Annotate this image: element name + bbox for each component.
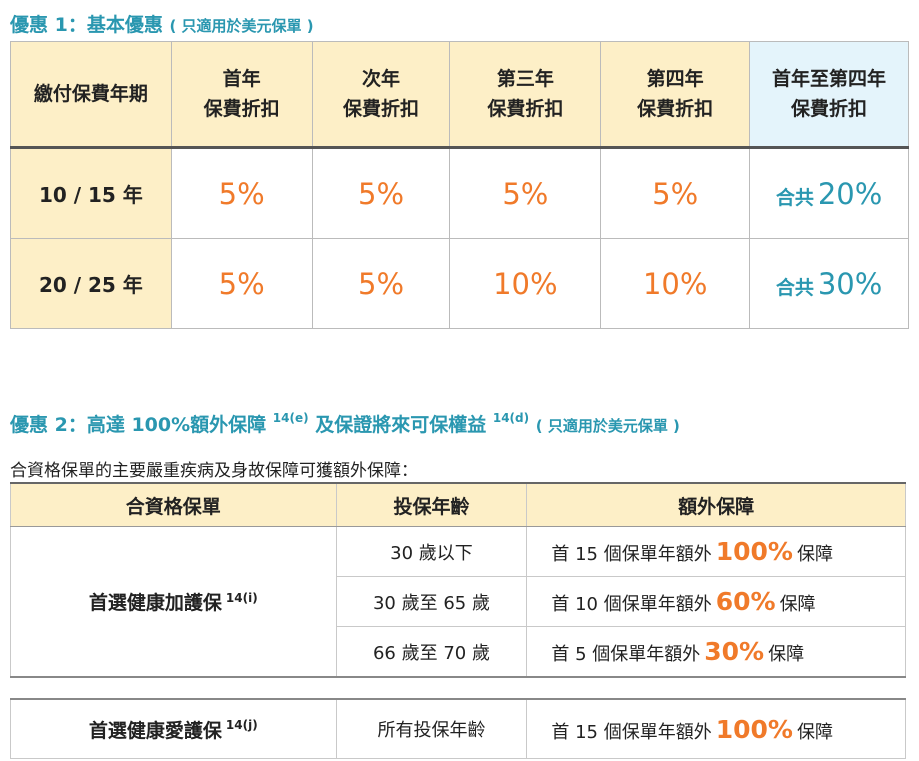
benefit-cell: 首 10 個保單年額外 60% 保障 bbox=[526, 576, 906, 627]
header-term: 繳付保費年期 bbox=[10, 41, 172, 148]
footnote-ref: 14(e) bbox=[272, 410, 309, 425]
offer1-label: 優惠 1：基本優惠 bbox=[10, 14, 163, 36]
header-year3: 第三年 保費折扣 bbox=[449, 41, 602, 148]
header-benefit: 額外保障 bbox=[526, 482, 906, 527]
offer2-heading: 優惠 2：高達 100%額外保障 14(e) 及保證將來可保權益 14(d) (… bbox=[10, 410, 680, 437]
discount-cell: 5% bbox=[311, 147, 451, 239]
term-cell: 20 / 25 年 bbox=[10, 238, 172, 329]
age-cell: 30 歲至 65 歲 bbox=[335, 576, 528, 627]
discount-cell: 10% bbox=[449, 238, 602, 329]
header-year4: 第四年 保費折扣 bbox=[600, 41, 751, 148]
benefit-cell: 首 5 個保單年額外 30% 保障 bbox=[526, 626, 906, 678]
header-year2: 次年 保費折扣 bbox=[311, 41, 451, 148]
header-age: 投保年齡 bbox=[335, 482, 528, 527]
discount-cell: 5% bbox=[449, 147, 602, 239]
header-plan: 合資格保單 bbox=[10, 482, 337, 527]
age-cell: 30 歲以下 bbox=[335, 526, 528, 577]
plan-name: 首選健康愛護保 14(j) bbox=[10, 698, 337, 759]
total-cell: 合共 30% bbox=[749, 238, 909, 329]
offer2-label-a: 優惠 2：高達 100%額外保障 bbox=[10, 414, 267, 436]
extra-coverage-table: 合資格保單 投保年齡 額外保障 首選健康加護保 14(i) 30 歲以下 首 15… bbox=[10, 482, 906, 759]
basic-discount-table: 繳付保費年期 首年 保費折扣 次年 保費折扣 第三年 保費折扣 第四年 保費折扣 首年至… bbox=[10, 41, 909, 329]
table-row: 首選健康愛護保 14(j) 所有投保年齡 首 15 個保單年額外 100% 保障 bbox=[10, 698, 906, 759]
offer1-heading: 優惠 1：基本優惠 ( 只適用於美元保單 ) bbox=[10, 10, 314, 37]
discount-cell: 5% bbox=[600, 147, 751, 239]
offer2-note: ( 只適用於美元保單 ) bbox=[535, 417, 680, 435]
discount-cell: 5% bbox=[170, 238, 313, 329]
table-row: 66 歲至 70 歲 首 5 個保單年額外 30% 保障 bbox=[11, 626, 906, 678]
total-cell: 合共 20% bbox=[749, 147, 909, 239]
benefit-cell: 首 15 個保單年額外 100% 保障 bbox=[526, 698, 906, 759]
header-total: 首年至第四年 保費折扣 bbox=[749, 41, 909, 148]
table-row: 首選健康加護保 14(i) 30 歲以下 首 15 個保單年額外 100% 保障 bbox=[10, 526, 906, 678]
table-spacer bbox=[10, 676, 906, 700]
age-cell: 所有投保年齡 bbox=[335, 698, 528, 759]
discount-cell: 5% bbox=[170, 147, 313, 239]
table-header-row: 合資格保單 投保年齡 額外保障 bbox=[10, 482, 906, 527]
header-year1: 首年 保費折扣 bbox=[170, 41, 313, 148]
table-header-row: 繳付保費年期 首年 保費折扣 次年 保費折扣 第三年 保費折扣 第四年 保費折扣 首年至… bbox=[10, 41, 909, 148]
age-cell: 66 歲至 70 歲 bbox=[335, 626, 528, 678]
table-row: 10 / 15 年 5% 5% 5% 5% 合共 20% bbox=[10, 147, 909, 239]
discount-cell: 5% bbox=[311, 238, 451, 329]
term-cell: 10 / 15 年 bbox=[10, 147, 172, 239]
footnote-ref: 14(d) bbox=[492, 410, 530, 425]
table-row: 30 歲至 65 歲 首 10 個保單年額外 60% 保障 bbox=[11, 576, 906, 627]
plan-name: 首選健康加護保 14(i) bbox=[10, 526, 337, 678]
offer2-intro: 合資格保單的主要嚴重疾病及身故保障可獲額外保障： bbox=[10, 461, 418, 481]
table-row: 20 / 25 年 5% 5% 10% 10% 合共 30% bbox=[10, 238, 909, 329]
offer2-label-b: 及保證將來可保權益 bbox=[315, 414, 487, 436]
offer1-note: ( 只適用於美元保單 ) bbox=[169, 17, 314, 35]
discount-cell: 10% bbox=[600, 238, 751, 329]
benefit-cell: 首 15 個保單年額外 100% 保障 bbox=[526, 526, 906, 577]
